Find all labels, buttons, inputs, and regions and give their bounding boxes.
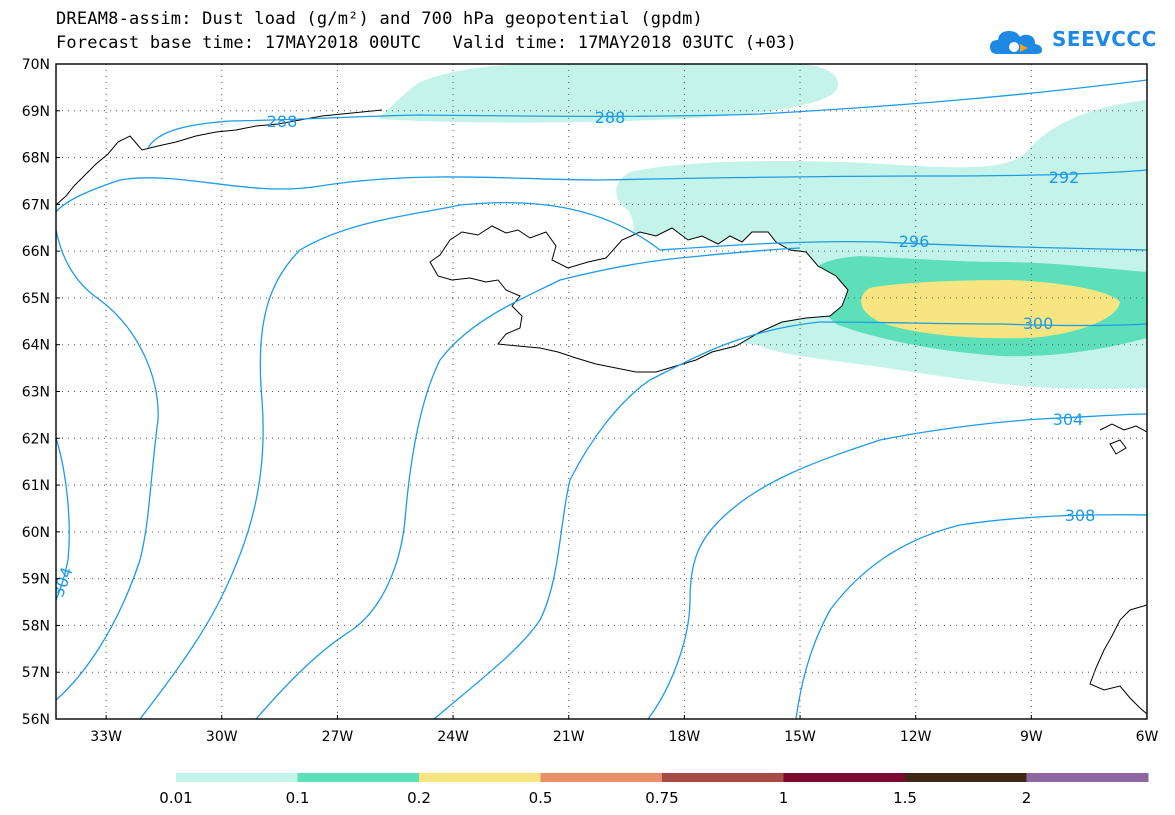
contour-label: 292 — [1049, 168, 1080, 187]
colorbar-swatch — [419, 773, 541, 782]
contour-label: 308 — [1065, 506, 1096, 525]
lon-tick-label: 18W — [669, 729, 701, 745]
contour-288 — [147, 79, 1147, 149]
lat-tick-label: 66N — [22, 244, 50, 260]
colorbar-label: 2 — [1022, 789, 1032, 807]
lat-tick-label: 59N — [22, 572, 50, 588]
lat-tick-label: 58N — [22, 618, 50, 634]
contour-288-west — [56, 229, 159, 701]
lon-tick-label: 30W — [206, 729, 238, 745]
contour-296 — [139, 201, 1147, 719]
colorbar-label: 0.1 — [286, 789, 310, 807]
iceland-coastline — [429, 225, 849, 373]
contour-304 — [433, 321, 821, 719]
lon-tick-label: 15W — [784, 729, 816, 745]
logo-cloud-icon — [990, 31, 1042, 54]
contour-304-east — [647, 413, 1147, 719]
lat-tick-label: 57N — [22, 665, 50, 681]
colorbar-swatch — [297, 773, 420, 782]
greenland-coastline — [56, 109, 383, 206]
colorbar-swatch — [662, 773, 784, 782]
lat-tick-label: 67N — [22, 197, 50, 213]
contour-label: 288 — [595, 108, 626, 127]
contour-label: 300 — [1023, 314, 1054, 333]
colorbar-swatch — [1026, 773, 1149, 782]
colorbar-label: 0.5 — [529, 789, 553, 807]
lon-tick-label: 33W — [90, 729, 122, 745]
colorbar-label: 0.75 — [645, 789, 678, 807]
scotland-coastline — [1089, 604, 1147, 715]
graticule-grid — [56, 64, 1147, 719]
logo-text: SEEVCCC — [1052, 27, 1157, 51]
contour-label: 304 — [48, 565, 76, 600]
colorbar-swatch — [540, 773, 663, 782]
lon-tick-label: 21W — [553, 729, 585, 745]
contour-label: 304 — [1053, 410, 1084, 429]
colorbar-label: 1.5 — [893, 789, 917, 807]
colorbar-swatch — [176, 773, 298, 782]
contour-300 — [255, 247, 801, 719]
title-line-2: Forecast base time: 17MAY2018 00UTC Vali… — [56, 33, 797, 53]
lat-tick-label: 69N — [22, 104, 50, 120]
map-frame — [55, 63, 1148, 720]
contour-label: 296 — [899, 232, 930, 251]
lat-tick-label: 64N — [22, 338, 50, 354]
lon-tick-label: 24W — [437, 729, 469, 745]
contour-label: 288 — [267, 112, 298, 131]
colorbar-legend: 0.01 0.1 0.2 0.5 0.75 1 1.5 2 — [159, 773, 1149, 807]
longitude-labels: 33W 30W 27W 24W 21W 18W 15W 12W 9W 6W — [90, 715, 1159, 745]
contour-labels: 288 288 292 296 300 304 308 304 — [48, 108, 1096, 600]
colorbar-label: 0.01 — [159, 789, 192, 807]
colorbar-label: 1 — [779, 789, 789, 807]
colorbar-swatch — [783, 773, 906, 782]
lat-tick-label: 70N — [22, 57, 50, 73]
title-line-1: DREAM8-assim: Dust load (g/m²) and 700 h… — [56, 9, 703, 29]
contour-308 — [795, 514, 1147, 719]
colorbar-label: 0.2 — [407, 789, 431, 807]
contour-300-east — [819, 321, 1147, 327]
contour-292 — [56, 169, 1147, 213]
lon-tick-label: 12W — [900, 729, 932, 745]
contour-304-far-west — [56, 437, 70, 601]
lat-tick-label: 60N — [22, 525, 50, 541]
latitude-labels: 70N 69N 68N 67N 66N 65N 64N 63N 62N 61N 60N 59N 58N 5… — [22, 57, 60, 728]
faroe-coastline — [1099, 423, 1147, 455]
colorbar-swatch — [905, 773, 1027, 782]
lat-tick-label: 56N — [22, 712, 50, 728]
geopotential-contours — [56, 79, 1147, 719]
lon-tick-label: 9W — [1020, 729, 1043, 745]
dust-field-level1 — [378, 64, 839, 123]
lon-tick-label: 6W — [1136, 729, 1159, 745]
lat-tick-label: 61N — [22, 478, 50, 494]
lat-tick-label: 62N — [22, 431, 50, 447]
lat-tick-label: 65N — [22, 291, 50, 307]
lon-tick-label: 27W — [322, 729, 354, 745]
lat-tick-label: 68N — [22, 151, 50, 167]
lat-tick-label: 63N — [22, 385, 50, 401]
